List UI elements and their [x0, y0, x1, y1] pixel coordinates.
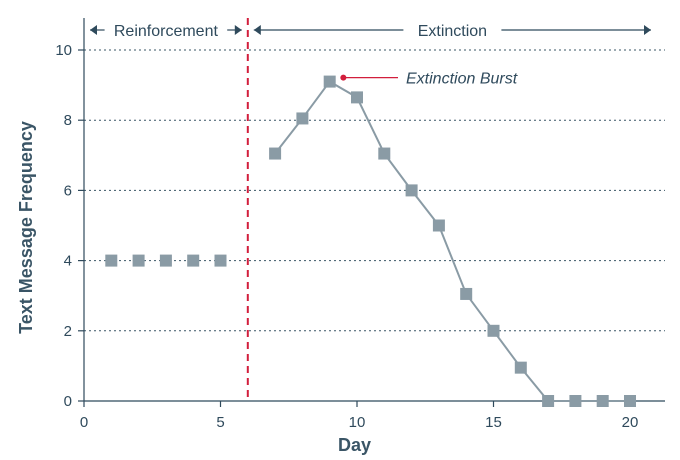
annotations: Extinction Burst	[340, 71, 518, 88]
phase-label-extinction: Extinction	[418, 23, 487, 40]
y-axis-title: Text Message Frequency	[16, 121, 36, 334]
data-points	[105, 75, 636, 407]
data-point-day-1	[105, 254, 118, 267]
y-tick-label-0: 0	[64, 393, 72, 410]
arrow-left-reinforcement	[90, 25, 97, 35]
arrow-right-extinction	[644, 25, 651, 35]
series-lines	[274, 80, 630, 402]
phase-label-reinforcement: Reinforcement	[114, 23, 219, 40]
data-point-day-2	[132, 254, 145, 267]
y-tick-label-8: 8	[64, 112, 72, 129]
data-point-day-17	[542, 395, 555, 407]
x-tick-label-0: 0	[80, 414, 88, 431]
x-axis-title: Day	[338, 435, 371, 455]
data-point-day-5	[214, 254, 227, 267]
data-point-day-9	[323, 75, 336, 88]
data-point-day-7	[269, 147, 282, 160]
data-point-day-20	[624, 395, 636, 407]
arrow-left-extinction	[253, 25, 261, 35]
data-point-day-15	[487, 324, 500, 337]
y-tick-label-2: 2	[64, 323, 72, 340]
y-tick-label-10: 10	[55, 42, 72, 59]
data-point-day-19	[596, 395, 609, 407]
y-tick-label-6: 6	[64, 182, 72, 199]
annotation-extinction-burst: Extinction Burst	[406, 71, 518, 88]
phase-markers: Reinforcement Extinction	[90, 18, 651, 401]
gridlines	[84, 49, 665, 332]
data-point-day-18	[569, 395, 582, 407]
data-point-day-14	[460, 287, 473, 300]
series-line-1	[274, 80, 630, 402]
x-tick-label-15: 15	[485, 414, 502, 431]
data-point-day-3	[159, 254, 172, 267]
axes: 0 2 4 6 8 10 0 5 10 15 20	[55, 18, 665, 431]
data-point-day-8	[296, 112, 309, 125]
x-tick-label-5: 5	[216, 414, 224, 431]
data-point-day-10	[351, 91, 363, 104]
arrow-right-reinforcement	[234, 25, 242, 35]
x-tick-label-10: 10	[349, 414, 366, 431]
data-point-day-16	[514, 361, 527, 374]
x-tick-label-20: 20	[622, 414, 639, 431]
y-tick-label-4: 4	[64, 253, 72, 270]
data-point-day-11	[378, 147, 391, 160]
data-point-day-4	[187, 254, 200, 267]
data-point-day-13	[432, 219, 445, 232]
data-point-day-12	[405, 184, 418, 197]
